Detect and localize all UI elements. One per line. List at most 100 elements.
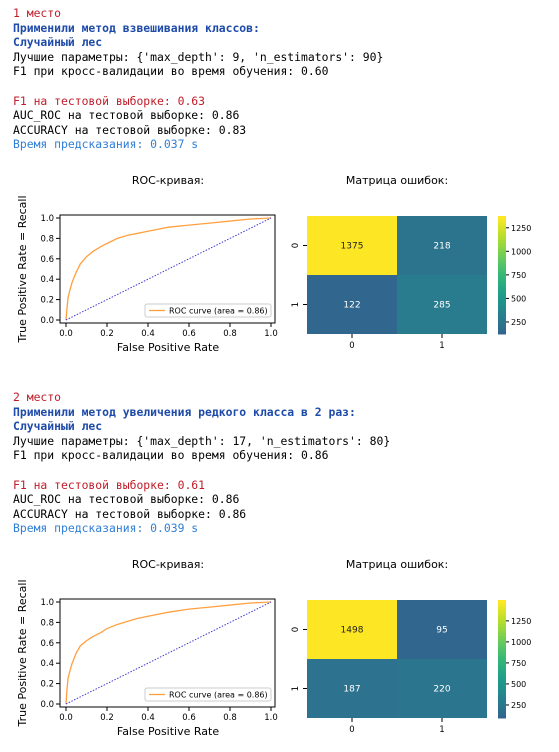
colorbar-segment [498, 224, 506, 229]
colorbar-segment [498, 263, 506, 267]
colorbar-segment [498, 709, 506, 713]
heatmap-value: 218 [433, 242, 450, 252]
figure-1: ROC-кривая: 0.0 0.0 0.2 0.2 0.4 0.4 0.6 0.6 0.8 0.… [16, 174, 531, 354]
colorbar-segment [498, 626, 506, 630]
colorbar-tick-label: 750 [511, 271, 526, 280]
colorbar-tick-label: 250 [511, 318, 526, 327]
colorbar-segment [498, 611, 506, 616]
model-label: Случайный лес [13, 35, 103, 50]
colorbar-segment [498, 233, 506, 238]
x-tick-label: 0.6 [182, 713, 196, 723]
colorbar-segment [498, 659, 506, 663]
heatmap-x-tick-label: 1 [439, 341, 444, 351]
colorbar-segment [498, 236, 506, 241]
colorbar-segment [498, 328, 506, 332]
heatmap-value: 285 [433, 301, 450, 311]
colorbar-segment [498, 239, 506, 244]
colorbar-segment [498, 614, 506, 619]
heatmap-cell [397, 600, 487, 659]
x-tick-label: 0.4 [141, 329, 155, 339]
colorbar-segment [498, 245, 506, 249]
roc-title: ROC-кривая: [132, 174, 204, 187]
colorbar-segment [498, 216, 506, 220]
diagonal-reference-line [65, 217, 272, 321]
colorbar-segment [498, 608, 506, 613]
heatmap-value: 1375 [341, 242, 364, 252]
method-label: Применили метод увеличения редкого класс… [13, 404, 356, 419]
colorbar-segment [498, 673, 506, 678]
colorbar-segment [498, 600, 506, 604]
colorbar-segment [498, 647, 506, 651]
heatmap-cell [307, 600, 397, 659]
colorbar-segment [498, 319, 506, 323]
colorbar-segment [498, 251, 506, 255]
y-tick-label: 0.8 [40, 618, 54, 628]
best-params: Лучшие параметры: {'max_depth': 9, 'n_es… [13, 49, 384, 64]
colorbar-segment [498, 248, 506, 252]
colorbar-segment [498, 635, 506, 639]
heatmap-value: 1498 [341, 626, 364, 636]
colorbar-segment [498, 269, 506, 273]
roc-curve-line [65, 217, 272, 321]
heatmap-cell [307, 275, 397, 334]
colorbar-segment [498, 277, 506, 282]
y-tick-label: 0.4 [40, 275, 54, 285]
heatmap-x-tick-label: 0 [349, 341, 354, 351]
x-tick-label: 0.8 [223, 713, 237, 723]
colorbar-segment [498, 313, 506, 317]
x-tick-label: 0.8 [223, 329, 237, 339]
colorbar-segment [498, 275, 506, 279]
roc-curve-line [65, 601, 272, 705]
colorbar-segment [498, 653, 506, 657]
heatmap-value: 187 [343, 685, 360, 695]
colorbar-tick-label: 500 [511, 294, 526, 303]
diagonal-reference-line [65, 601, 272, 705]
roc-legend-label: ROC curve (area = 0.86) [169, 691, 268, 700]
colorbar-segment [498, 670, 506, 675]
confusion-matrix-title: Матрица ошибок: [346, 174, 448, 187]
colorbar-segment [498, 712, 506, 716]
colorbar-segment [498, 307, 506, 311]
y-tick-label: 1.0 [40, 214, 54, 224]
roc-legend-box [144, 303, 272, 318]
heatmap-value: 95 [436, 626, 447, 636]
heatmap-y-tick-label: 1 [291, 686, 301, 691]
roc-axes-frame [59, 598, 276, 708]
roc-title: ROC-кривая: [132, 558, 204, 571]
heatmap-cell [397, 659, 487, 718]
x-tick-label: 0.2 [100, 329, 114, 339]
colorbar-segment [498, 605, 506, 610]
colorbar-segment [498, 650, 506, 654]
colorbar-segment [498, 230, 506, 235]
colorbar-segment [498, 623, 506, 628]
colorbar-tick-label: 1250 [511, 224, 531, 233]
y-tick-label: 0.2 [40, 296, 54, 306]
section-2-text: 2 место Применили метод увеличения редко… [13, 390, 390, 536]
heatmap-y-tick-label: 0 [291, 243, 301, 248]
colorbar-segment [498, 667, 506, 672]
colorbar-segment [498, 227, 506, 232]
x-tick-label: 0.4 [141, 713, 155, 723]
heatmap-value: 220 [433, 685, 450, 695]
place-label: 1 место [13, 6, 62, 20]
colorbar-segment [498, 706, 506, 710]
confusion-matrix-title: Матрица ошибок: [346, 558, 448, 571]
colorbar-segment [498, 700, 506, 704]
colorbar-segment [498, 304, 506, 308]
x-tick-label: 0.0 [59, 329, 73, 339]
roc-legend-label: ROC curve (area = 0.86) [169, 307, 268, 316]
x-tick-label: 1.0 [264, 329, 278, 339]
colorbar-segment [498, 676, 506, 681]
colorbar-segment [498, 325, 506, 329]
heatmap-cell [397, 275, 487, 334]
y-tick-label: 1.0 [40, 598, 54, 608]
y-tick-label: 0.6 [40, 255, 54, 265]
colorbar-segment [498, 295, 506, 300]
prediction-time: Время предсказания: 0.037 s [13, 137, 199, 152]
auc-roc: AUC_ROC на тестовой выборке: 0.86 [13, 108, 240, 123]
y-axis-label: True Positive Rate = Recall [16, 195, 29, 343]
heatmap-x-tick-label: 1 [439, 725, 444, 735]
colorbar-segment [498, 272, 506, 276]
prediction-time: Время предсказания: 0.039 s [13, 521, 199, 536]
colorbar-segment [498, 697, 506, 701]
